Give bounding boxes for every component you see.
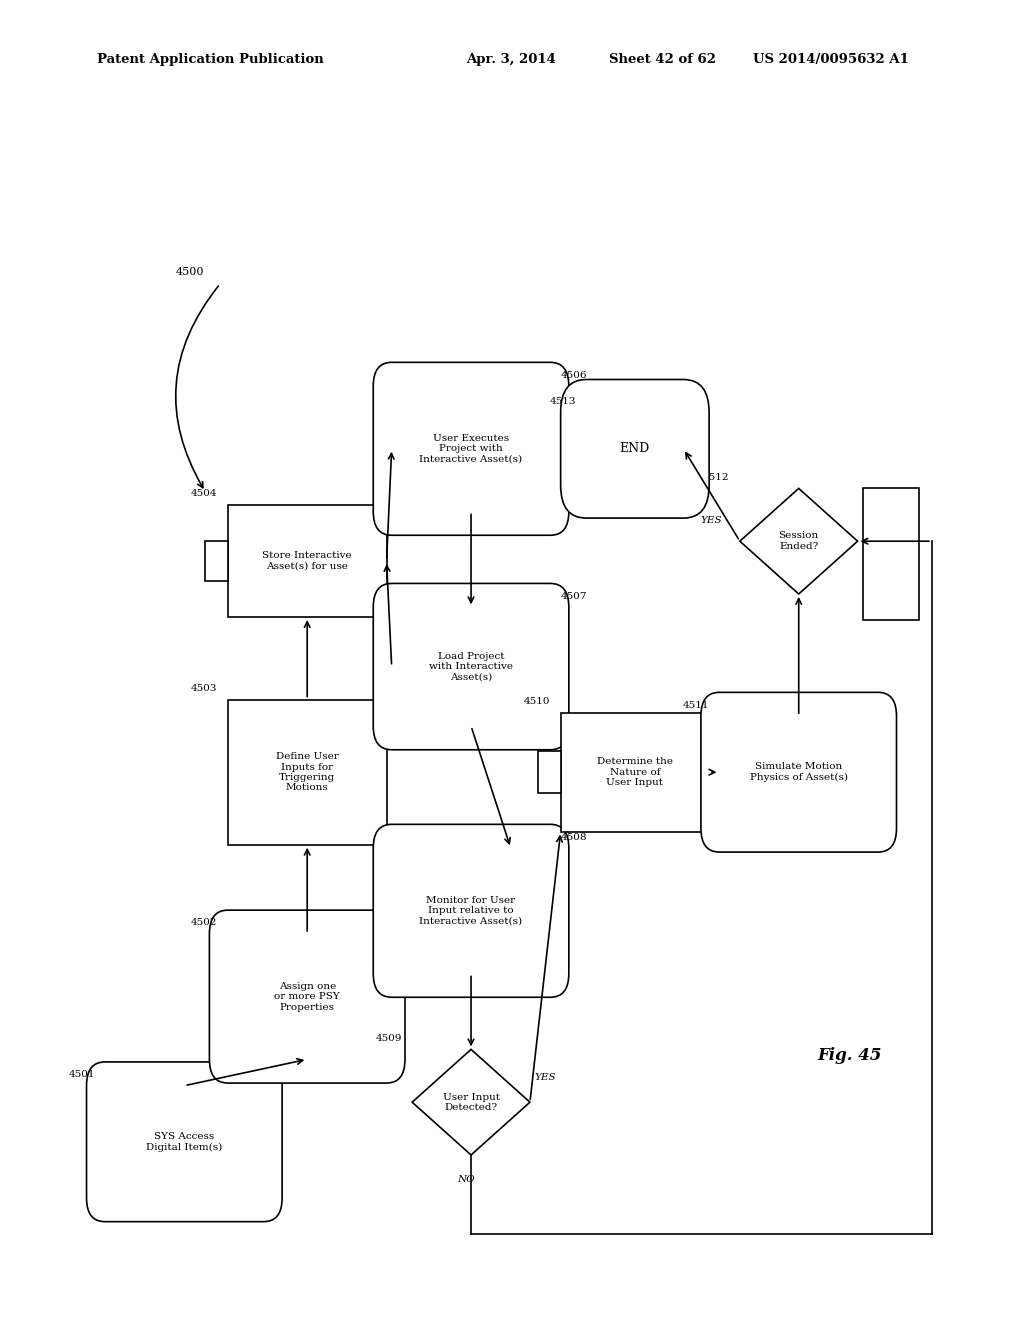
Text: User Executes
Project with
Interactive Asset(s): User Executes Project with Interactive A… xyxy=(420,434,522,463)
Text: 4511: 4511 xyxy=(683,701,709,710)
Text: 4502: 4502 xyxy=(191,919,217,927)
FancyBboxPatch shape xyxy=(373,362,569,536)
Text: Define User
Inputs for
Triggering
Motions: Define User Inputs for Triggering Motion… xyxy=(275,752,339,792)
Text: Store Interactive
Asset(s) for use: Store Interactive Asset(s) for use xyxy=(262,552,352,570)
Text: 4504: 4504 xyxy=(191,490,217,499)
Polygon shape xyxy=(412,1049,530,1155)
FancyBboxPatch shape xyxy=(227,700,386,845)
Text: 4508: 4508 xyxy=(561,833,587,842)
FancyBboxPatch shape xyxy=(227,506,386,618)
FancyBboxPatch shape xyxy=(561,380,709,517)
Text: Determine the
Nature of
User Input: Determine the Nature of User Input xyxy=(597,758,673,787)
Text: 4509: 4509 xyxy=(376,1034,401,1043)
Text: 4500: 4500 xyxy=(175,267,204,277)
Text: Simulate Motion
Physics of Asset(s): Simulate Motion Physics of Asset(s) xyxy=(750,763,848,781)
Text: User Input
Detected?: User Input Detected? xyxy=(442,1093,500,1111)
Text: 4501: 4501 xyxy=(69,1071,94,1080)
FancyBboxPatch shape xyxy=(373,583,569,750)
FancyBboxPatch shape xyxy=(205,541,227,581)
Text: Session
Ended?: Session Ended? xyxy=(778,532,819,550)
FancyBboxPatch shape xyxy=(561,713,709,832)
Polygon shape xyxy=(739,488,858,594)
Text: Sheet 42 of 62: Sheet 42 of 62 xyxy=(609,53,716,66)
Text: Monitor for User
Input relative to
Interactive Asset(s): Monitor for User Input relative to Inter… xyxy=(420,896,522,925)
Text: NO: NO xyxy=(457,1175,475,1184)
Text: YES: YES xyxy=(700,516,723,525)
Text: Fig. 45: Fig. 45 xyxy=(818,1048,882,1064)
Text: 4506: 4506 xyxy=(561,371,587,380)
Text: 4507: 4507 xyxy=(561,591,587,601)
Text: 4512: 4512 xyxy=(703,473,729,482)
Text: Apr. 3, 2014: Apr. 3, 2014 xyxy=(466,53,556,66)
FancyBboxPatch shape xyxy=(862,488,920,620)
Text: Patent Application Publication: Patent Application Publication xyxy=(97,53,324,66)
FancyBboxPatch shape xyxy=(539,751,561,793)
FancyBboxPatch shape xyxy=(86,1061,282,1222)
Text: US 2014/0095632 A1: US 2014/0095632 A1 xyxy=(753,53,908,66)
Text: 4513: 4513 xyxy=(550,397,575,407)
FancyBboxPatch shape xyxy=(209,911,404,1082)
Text: NO: NO xyxy=(872,564,891,572)
FancyBboxPatch shape xyxy=(700,692,897,853)
Text: END: END xyxy=(620,442,650,455)
Text: 4510: 4510 xyxy=(524,697,551,706)
FancyBboxPatch shape xyxy=(373,824,569,998)
Text: Assign one
or more PSY
Properties: Assign one or more PSY Properties xyxy=(274,982,340,1011)
Text: SYS Access
Digital Item(s): SYS Access Digital Item(s) xyxy=(146,1133,222,1151)
Text: YES: YES xyxy=(535,1073,556,1082)
Text: Load Project
with Interactive
Asset(s): Load Project with Interactive Asset(s) xyxy=(429,652,513,681)
Text: 4503: 4503 xyxy=(191,684,217,693)
